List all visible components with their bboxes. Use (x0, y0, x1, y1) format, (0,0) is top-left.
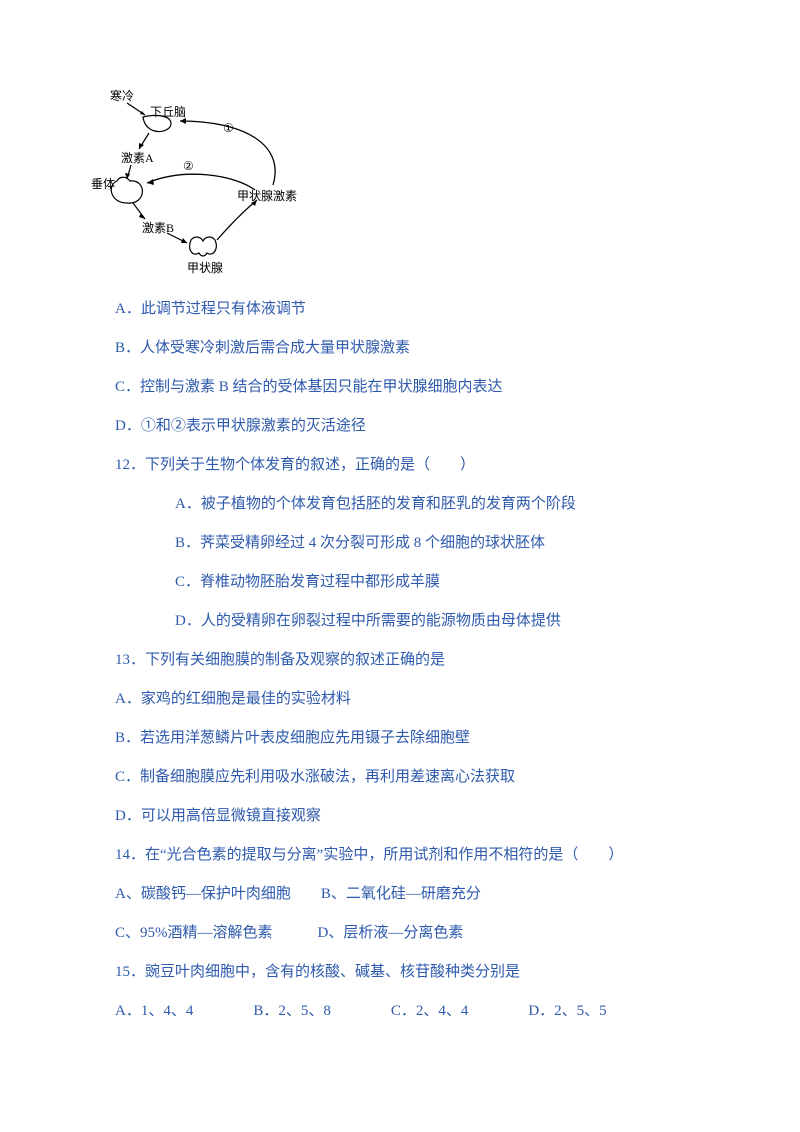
q12-option-c: C．脊椎动物胚胎发育过程中都形成羊膜 (115, 563, 700, 602)
q14-options-cd: C、95%酒精—溶解色素 D、层析液—分离色素 (115, 914, 700, 953)
diagram-svg (105, 85, 325, 275)
q11-option-c: C．控制与激素 B 结合的受体基因只能在甲状腺细胞内表达 (115, 368, 700, 407)
hormone-feedback-diagram: 寒冷 下丘脑 激素A 垂体 激素B 甲状腺 甲状腺激素 ① ② (105, 85, 325, 275)
q15-options: A．1、4、4 B．2、5、8 C．2、4、4 D．2、5、5 (115, 992, 700, 1031)
q11-option-d: D．①和②表示甲状腺激素的灭活途径 (115, 407, 700, 446)
q13-option-b: B．若选用洋葱鳞片叶表皮细胞应先用镊子去除细胞壁 (115, 719, 700, 758)
thyroid-label: 甲状腺 (187, 259, 223, 276)
thyroxine-label: 甲状腺激素 (237, 187, 297, 204)
q13-option-d: D．可以用高倍显微镜直接观察 (115, 797, 700, 836)
q12-stem: 12．下列关于生物个体发育的叙述，正确的是（ ） (115, 446, 700, 485)
q12-option-d: D．人的受精卵在卵裂过程中所需要的能源物质由母体提供 (115, 602, 700, 641)
q14-stem: 14．在“光合色素的提取与分离”实验中，所用试剂和作用不相符的是（ ） (115, 836, 700, 875)
q13-option-a: A．家鸡的红细胞是最佳的实验材料 (115, 680, 700, 719)
circle1-label: ① (223, 121, 234, 136)
circle2-label: ② (183, 159, 194, 174)
q11-option-a: A．此调节过程只有体液调节 (115, 290, 700, 329)
hormone-a-label: 激素A (121, 149, 154, 166)
hormone-b-label: 激素B (142, 219, 174, 236)
q13-stem: 13．下列有关细胞膜的制备及观察的叙述正确的是 (115, 641, 700, 680)
q11-option-b: B．人体受寒冷刺激后需合成大量甲状腺激素 (115, 329, 700, 368)
q13-option-c: C．制备细胞膜应先利用吸水涨破法，再利用差速离心法获取 (115, 758, 700, 797)
pituitary-label: 垂体 (91, 175, 115, 192)
cold-label: 寒冷 (110, 87, 134, 104)
q14-options-ab: A、碳酸钙—保护叶肉细胞 B、二氧化硅—研磨充分 (115, 875, 700, 914)
q12-option-b: B．荠菜受精卵经过 4 次分裂可形成 8 个细胞的球状胚体 (115, 524, 700, 563)
q12-option-a: A．被子植物的个体发育包括胚的发育和胚乳的发育两个阶段 (115, 485, 700, 524)
hypothalamus-label: 下丘脑 (150, 103, 186, 120)
q15-stem: 15．豌豆叶肉细胞中，含有的核酸、碱基、核苷酸种类分别是 (115, 953, 700, 992)
